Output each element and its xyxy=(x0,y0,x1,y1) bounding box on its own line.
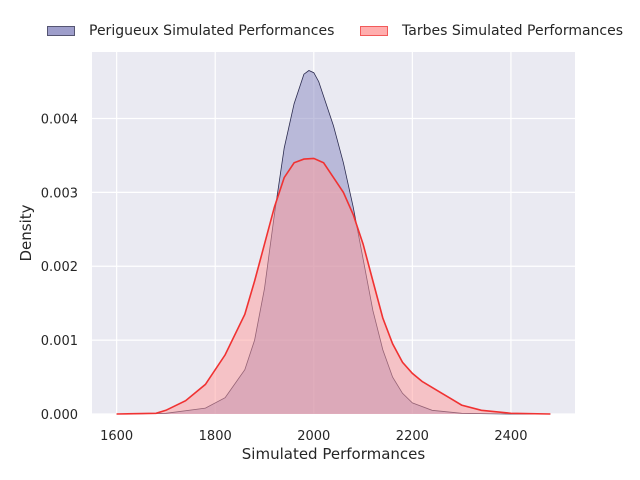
density-areas xyxy=(116,70,551,415)
legend-item-perigueux: Perigueux Simulated Performances xyxy=(47,20,334,42)
y-tick-label-0.004: 0.004 xyxy=(41,112,78,127)
legend-item-tarbes: Tarbes Simulated Performances xyxy=(360,20,623,42)
x-tick-label-1600: 1600 xyxy=(100,429,133,444)
legend: Perigueux Simulated Performances Tarbes … xyxy=(0,20,640,42)
y-tick-label-0.001: 0.001 xyxy=(41,334,78,349)
y-axis-label: Density xyxy=(17,204,35,261)
x-tick-label-2400: 2400 xyxy=(494,429,527,444)
y-axis-ticks: 0.000 0.001 0.002 0.003 0.004 xyxy=(41,112,78,423)
legend-swatch-tarbes xyxy=(360,26,388,36)
x-tick-label-2200: 2200 xyxy=(396,429,429,444)
density-area-tarbes xyxy=(116,158,551,414)
x-tick-label-1800: 1800 xyxy=(199,429,232,444)
density-line-tarbes xyxy=(116,157,551,415)
legend-swatch-perigueux xyxy=(47,26,75,36)
y-tick-label-0.003: 0.003 xyxy=(41,186,78,201)
legend-label-tarbes: Tarbes Simulated Performances xyxy=(402,23,624,39)
legend-label-perigueux: Perigueux Simulated Performances xyxy=(89,23,335,39)
x-axis-label: Simulated Performances xyxy=(242,445,426,463)
y-tick-label-0.002: 0.002 xyxy=(41,260,78,275)
x-axis-ticks: 1600 1800 2000 2200 2400 xyxy=(100,429,527,444)
y-tick-label-0.000: 0.000 xyxy=(41,408,78,423)
x-tick-label-2000: 2000 xyxy=(297,429,330,444)
